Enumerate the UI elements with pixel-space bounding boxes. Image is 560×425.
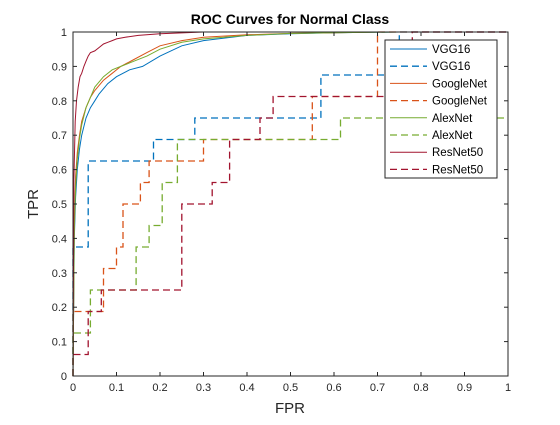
x-tick-label: 0.1: [109, 382, 124, 394]
y-tick-label: 0.8: [52, 96, 67, 108]
x-tick-label: 0.7: [370, 382, 385, 394]
legend-label: ResNet50: [432, 164, 483, 176]
x-tick-label: 0.2: [152, 382, 167, 394]
y-tick-label: 0.6: [52, 165, 67, 177]
x-axis-label: FPR: [275, 400, 305, 417]
x-tick-label: 0.8: [413, 382, 428, 394]
x-tick-label: 0.6: [326, 382, 341, 394]
x-ticks-group: 0 0.1 0.2 0.3 0.4 0.5 0.6 0.7 0.8 0.9 1: [70, 32, 511, 394]
x-tick-label: 0.9: [457, 382, 472, 394]
y-tick-label: 0.5: [52, 199, 67, 211]
y-tick-label: 0: [61, 371, 67, 383]
legend-label: VGG16: [432, 44, 470, 56]
y-tick-label: 0.3: [52, 268, 67, 280]
chart-title: ROC Curves for Normal Class: [191, 11, 390, 27]
y-tick-label: 0.7: [52, 130, 67, 142]
x-tick-label: 1: [505, 382, 511, 394]
legend-label: VGG16: [432, 61, 470, 73]
legend-label: AlexNet: [432, 113, 473, 125]
legend-label: AlexNet: [432, 130, 473, 142]
y-tick-label: 0.1: [52, 337, 67, 349]
legend-label: GoogleNet: [432, 78, 488, 90]
y-ticks-group: 0 0.1 0.2 0.3 0.4 0.5 0.6 0.7 0.8 0.9 1: [52, 27, 508, 383]
x-tick-label: 0.5: [283, 382, 298, 394]
legend-label: GoogleNet: [432, 96, 488, 108]
x-tick-label: 0.4: [239, 382, 254, 394]
x-tick-label: 0: [70, 382, 76, 394]
x-tick-label: 0.3: [196, 382, 211, 394]
y-tick-label: 0.4: [52, 233, 67, 245]
y-tick-label: 1: [61, 27, 67, 39]
y-tick-label: 0.9: [52, 61, 67, 73]
roc-curve-alexnet-solid: [72, 31, 508, 377]
legend-box: [384, 39, 498, 179]
y-axis-label: TPR: [25, 189, 42, 219]
legend: VGG16 VGG16 GoogleNet GoogleNet AlexNet AlexN…: [384, 39, 498, 179]
y-tick-label: 0.2: [52, 302, 67, 314]
legend-label: ResNet50: [432, 147, 483, 159]
